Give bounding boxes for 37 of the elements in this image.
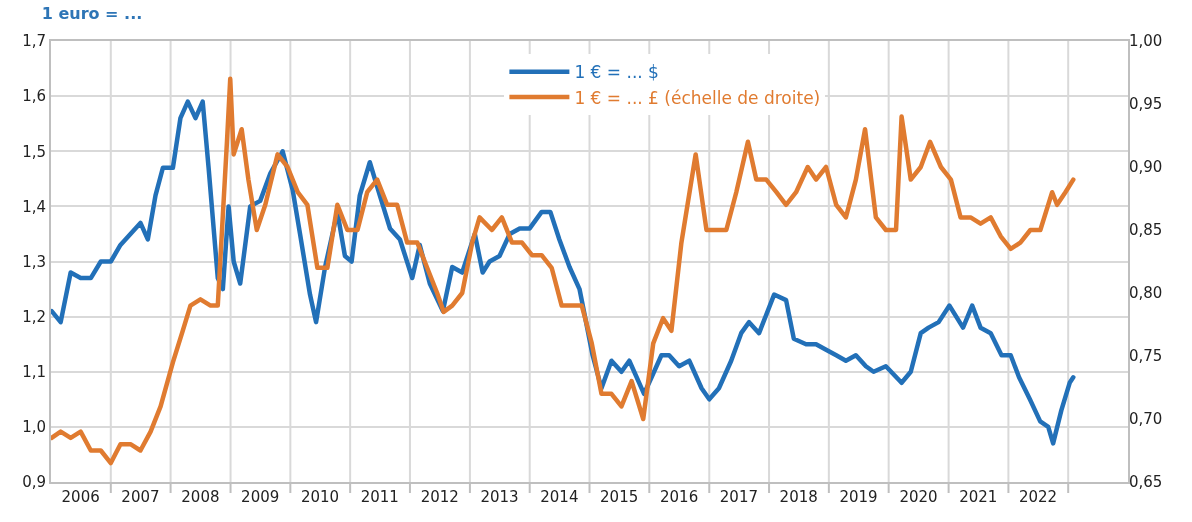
y2-tick-label: 0,70	[1129, 410, 1163, 429]
x-tick-label: 2019	[839, 488, 878, 506]
y-tick-label: 1,6	[22, 87, 46, 106]
y-tick-label: 1,0	[22, 418, 46, 437]
y-tick-label: 0,9	[22, 473, 46, 492]
y-tick-label: 1,2	[22, 307, 46, 326]
chart-title: 1 euro = ...	[41, 4, 143, 24]
y2-tick-label: 0,65	[1129, 473, 1163, 492]
x-tick-label: 2013	[480, 488, 519, 506]
x-tick-label: 2022	[1018, 488, 1058, 506]
x-tick-label: 2020	[899, 488, 938, 506]
y2-tick-label: 0,95	[1129, 95, 1163, 114]
y-tick-label: 1,5	[22, 142, 46, 161]
x-tick-label: 2017	[719, 488, 758, 506]
y-tick-label: 1,3	[22, 252, 46, 271]
x-tick-label: 2014	[540, 488, 579, 506]
x-tick-label: 2006	[61, 488, 100, 506]
x-tick-label: 2010	[300, 488, 340, 506]
x-tick-label: 2015	[600, 488, 639, 506]
y2-tick-label: 0,85	[1129, 221, 1163, 240]
x-tick-label: 2016	[660, 488, 699, 506]
y-tick-label: 1,1	[22, 363, 46, 381]
x-tick-label: 2012	[420, 488, 459, 506]
y-tick-label: 1,4	[22, 197, 46, 216]
x-tick-label: 2008	[181, 488, 220, 506]
x-tick-label: 2011	[360, 488, 399, 506]
y-tick-label: 1,7	[22, 32, 46, 51]
legend-label: 1 € = ... $	[574, 62, 659, 83]
legend-label: 1 € = ... £ (échelle de droite)	[574, 87, 821, 108]
y2-tick-label: 0,80	[1129, 284, 1163, 303]
x-tick-label: 2007	[121, 488, 160, 506]
x-tick-label: 2009	[241, 488, 280, 506]
x-tick-label: 2018	[779, 488, 818, 506]
y2-tick-label: 0,90	[1129, 158, 1163, 177]
y2-tick-label: 1,00	[1129, 32, 1163, 51]
x-tick-label: 2021	[959, 488, 998, 506]
y2-tick-label: 0,75	[1129, 347, 1163, 366]
